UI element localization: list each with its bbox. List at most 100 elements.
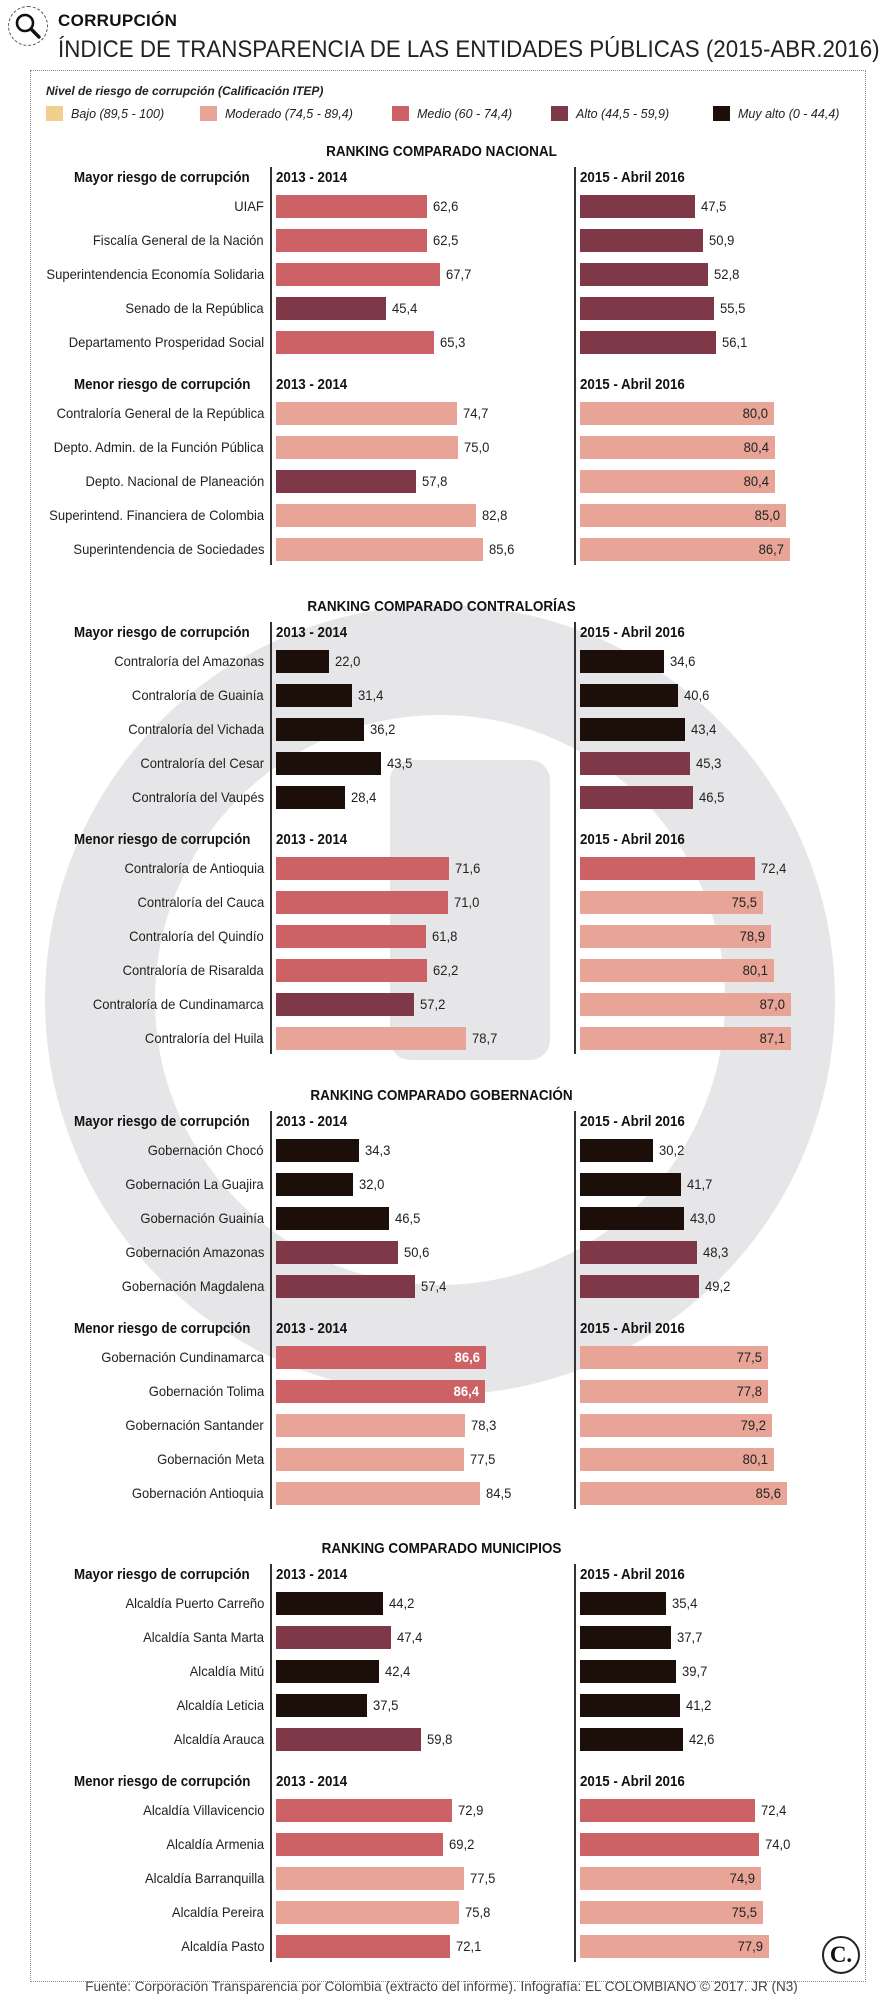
data-label: 74,7 — [462, 404, 489, 421]
bar — [276, 1447, 464, 1471]
entity-label: Depto. Admin. de la Función Pública — [54, 438, 264, 455]
bar — [276, 1379, 486, 1403]
data-label: 32,0 — [359, 1176, 385, 1193]
data-label: 50,9 — [709, 232, 735, 249]
bar — [580, 1626, 672, 1650]
data-label: 41,7 — [686, 1176, 713, 1193]
bar — [276, 924, 426, 948]
bar — [580, 263, 708, 287]
legend-swatch — [551, 106, 568, 121]
group-label: Mayor riesgo de corrupción — [74, 1567, 250, 1583]
data-label: 43,0 — [690, 1210, 716, 1227]
legend-item: Moderado (74,5 - 89,4) — [200, 106, 353, 121]
entity-label: Contraloría de Antioquia — [124, 859, 264, 876]
data-label: 28,4 — [350, 789, 377, 806]
period-header: 2015 - Abril 2016 — [580, 1773, 685, 1790]
bar — [580, 1660, 677, 1684]
data-label: 62,6 — [433, 198, 459, 214]
data-label: 34,3 — [365, 1142, 391, 1158]
data-label: 86,6 — [454, 1348, 480, 1365]
data-label: 36,2 — [369, 721, 395, 738]
entity-label: Alcaldía Mitú — [189, 1663, 264, 1680]
entity-label: Alcaldía Barranquilla — [144, 1869, 264, 1886]
group-label: Menor riesgo de corrupción — [74, 831, 251, 848]
bar — [276, 1207, 389, 1231]
bar — [580, 718, 686, 742]
data-label: 82,8 — [482, 506, 508, 523]
legend-label: Moderado (74,5 - 89,4) — [225, 107, 353, 121]
data-label: 75,0 — [463, 438, 489, 455]
bar — [276, 435, 458, 459]
data-label: 74,9 — [729, 1869, 756, 1886]
data-label: 59,8 — [426, 1731, 453, 1748]
data-label: 79,2 — [740, 1416, 766, 1433]
bar — [276, 1173, 354, 1197]
data-label: 37,7 — [677, 1629, 703, 1646]
group-label: Menor riesgo de corrupción — [74, 376, 251, 393]
data-label: 62,2 — [432, 961, 458, 978]
entity-label: Contraloría del Vaupés — [131, 789, 264, 806]
data-label: 72,9 — [458, 1801, 484, 1818]
entity-label: Contraloría del Huila — [145, 1030, 264, 1046]
data-label: 72,1 — [456, 1937, 482, 1954]
bar — [580, 195, 695, 218]
section-title: RANKING COMPARADO MUNICIPIOS — [321, 1540, 562, 1557]
data-label: 75,5 — [731, 893, 757, 910]
period-header: 2013 - 2014 — [276, 376, 348, 393]
bar — [580, 924, 771, 948]
data-label: 37,5 — [372, 1697, 399, 1714]
bar — [276, 890, 448, 914]
data-label: 80,4 — [743, 472, 769, 489]
entity-label: Contraloría General de la República — [56, 404, 264, 421]
bar — [580, 1139, 654, 1162]
section-title: RANKING COMPARADO NACIONAL — [326, 143, 557, 160]
bar — [276, 503, 477, 527]
period-header: 2015 - Abril 2016 — [580, 831, 685, 848]
data-label: 30,2 — [659, 1142, 685, 1158]
bar — [276, 1832, 444, 1856]
legend-label: Alto (44,5 - 59,9) — [576, 107, 670, 121]
group-label: Menor riesgo de corrupción — [74, 1320, 251, 1337]
bar — [580, 856, 756, 880]
bar — [580, 1592, 666, 1615]
period-header: 2015 - Abril 2016 — [580, 376, 685, 393]
axis-line — [574, 167, 576, 565]
data-label: 50,6 — [404, 1244, 430, 1261]
data-label: 80,4 — [743, 438, 769, 455]
bar — [276, 1900, 460, 1924]
bar — [580, 1728, 684, 1752]
bar — [276, 1626, 391, 1650]
search-icon — [8, 6, 48, 46]
data-label: 31,4 — [357, 687, 384, 704]
group-label: Menor riesgo de corrupción — [74, 1773, 251, 1790]
bar — [580, 435, 775, 459]
bar — [580, 469, 775, 493]
data-label: 52,8 — [713, 266, 740, 283]
bar — [276, 1275, 415, 1299]
entity-label: Alcaldía Pasto — [180, 1937, 264, 1954]
bar — [276, 1241, 399, 1265]
entity-label: Departamento Prosperidad Social — [68, 334, 264, 351]
entity-label: Contraloría de Guainía — [132, 687, 264, 704]
bar — [276, 992, 415, 1016]
data-label: 77,5 — [469, 1450, 495, 1467]
data-label: 72,4 — [761, 859, 787, 876]
data-label: 85,6 — [755, 1484, 782, 1501]
bar — [580, 1934, 769, 1958]
entity-label: Alcaldía Villavicencio — [142, 1801, 264, 1818]
entity-label: Gobernación Meta — [156, 1450, 264, 1467]
entity-label: Alcaldía Pereira — [172, 1903, 264, 1920]
data-label: 67,7 — [445, 266, 472, 283]
data-label: 42,4 — [384, 1663, 410, 1680]
data-label: 34,6 — [669, 653, 696, 669]
bar — [276, 786, 345, 810]
bar — [580, 786, 693, 810]
data-label: 56,1 — [721, 334, 748, 351]
period-header: 2013 - 2014 — [276, 1114, 348, 1130]
entity-label: Alcaldía Santa Marta — [143, 1629, 264, 1646]
source-footer: Fuente: Corporación Transparencia por Co… — [85, 1979, 798, 1994]
entity-label: Gobernación Magdalena — [121, 1278, 264, 1295]
data-label: 35,4 — [671, 1595, 697, 1611]
bar — [276, 684, 352, 708]
entity-label: Gobernación Guainía — [140, 1210, 264, 1227]
